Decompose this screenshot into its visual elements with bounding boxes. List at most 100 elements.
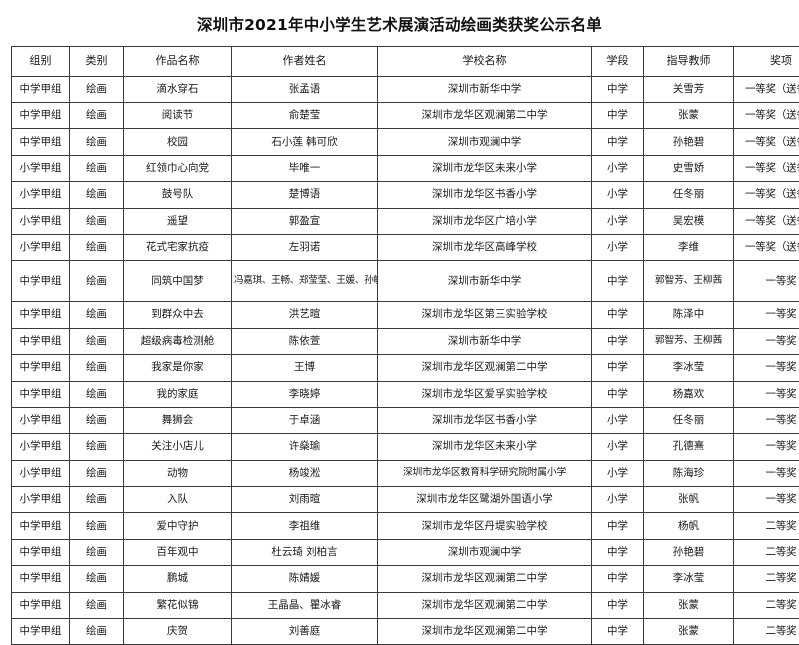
cell-group: 小学甲组 xyxy=(12,182,70,208)
cell-stage: 中学 xyxy=(592,539,644,565)
page-title: 深圳市2021年中小学生艺术展演活动绘画类获奖公示名单 xyxy=(0,0,799,46)
cell-work: 红领巾心向党 xyxy=(124,155,232,181)
cell-award: 二等奖 xyxy=(734,619,799,645)
cell-teacher: 张蒙 xyxy=(644,619,734,645)
cell-author: 洪艺暄 xyxy=(232,302,378,328)
cell-work: 入队 xyxy=(124,487,232,513)
cell-school: 深圳市新华中学 xyxy=(378,76,592,102)
cell-category: 绘画 xyxy=(70,129,124,155)
cell-group: 中学甲组 xyxy=(12,302,70,328)
cell-author: 陈婧媛 xyxy=(232,566,378,592)
cell-work: 百年观中 xyxy=(124,539,232,565)
table-row: 中学甲组绘画到群众中去洪艺暄深圳市龙华区第三实验学校中学陈泽中一等奖 xyxy=(12,302,799,328)
cell-award: 一等奖（送省） xyxy=(734,102,799,128)
cell-group: 小学甲组 xyxy=(12,407,70,433)
cell-work: 到群众中去 xyxy=(124,302,232,328)
cell-stage: 中学 xyxy=(592,619,644,645)
cell-category: 绘画 xyxy=(70,76,124,102)
cell-award: 一等奖（送省） xyxy=(734,155,799,181)
cell-author: 郭盈宣 xyxy=(232,208,378,234)
cell-stage: 小学 xyxy=(592,434,644,460)
cell-teacher: 张蒙 xyxy=(644,102,734,128)
cell-award: 一等奖（送省） xyxy=(734,182,799,208)
cell-school: 深圳市新华中学 xyxy=(378,328,592,354)
cell-school: 深圳市龙华区爱孚实验学校 xyxy=(378,381,592,407)
cell-stage: 中学 xyxy=(592,129,644,155)
cell-teacher: 杨嘉欢 xyxy=(644,381,734,407)
column-header-stage: 学段 xyxy=(592,46,644,76)
cell-category: 绘画 xyxy=(70,381,124,407)
table-header: 组别 类别 作品名称 作者姓名 学校名称 学段 指导教师 奖项 xyxy=(12,46,799,76)
cell-group: 小学甲组 xyxy=(12,234,70,260)
table-row: 小学甲组绘画入队刘雨暄深圳市龙华区鹭湖外国语小学小学张帆一等奖 xyxy=(12,487,799,513)
cell-group: 中学甲组 xyxy=(12,539,70,565)
table-row: 中学甲组绘画同筑中国梦冯嘉琪、王畅、郑莹莹、王媛、孙敏纮、刘丹宁、杨宸深圳市新华… xyxy=(12,261,799,302)
cell-teacher: 李冰莹 xyxy=(644,566,734,592)
cell-school: 深圳市观澜中学 xyxy=(378,539,592,565)
cell-teacher: 郭智芳、王柳茜 xyxy=(644,261,734,302)
cell-stage: 小学 xyxy=(592,155,644,181)
cell-work: 我的家庭 xyxy=(124,381,232,407)
cell-author: 陈依萱 xyxy=(232,328,378,354)
cell-group: 中学甲组 xyxy=(12,592,70,618)
cell-school: 深圳市龙华区广培小学 xyxy=(378,208,592,234)
cell-award: 一等奖 xyxy=(734,460,799,486)
cell-category: 绘画 xyxy=(70,460,124,486)
cell-group: 中学甲组 xyxy=(12,355,70,381)
cell-author: 许燊瑜 xyxy=(232,434,378,460)
table-header-row: 组别 类别 作品名称 作者姓名 学校名称 学段 指导教师 奖项 xyxy=(12,46,799,76)
cell-school: 深圳市龙华区观澜第二中学 xyxy=(378,355,592,381)
cell-category: 绘画 xyxy=(70,328,124,354)
cell-award: 二等奖 xyxy=(734,566,799,592)
cell-teacher: 陈泽中 xyxy=(644,302,734,328)
cell-stage: 中学 xyxy=(592,302,644,328)
cell-school: 深圳市新华中学 xyxy=(378,261,592,302)
cell-category: 绘画 xyxy=(70,261,124,302)
document-page: 深圳市2021年中小学生艺术展演活动绘画类获奖公示名单 组别 类别 作品名称 作… xyxy=(0,0,799,550)
cell-stage: 中学 xyxy=(592,592,644,618)
cell-author: 毕唯一 xyxy=(232,155,378,181)
cell-group: 中学甲组 xyxy=(12,261,70,302)
table-row: 中学甲组绘画繁花似锦王晶晶、瞿冰睿深圳市龙华区观澜第二中学中学张蒙二等奖 xyxy=(12,592,799,618)
cell-award: 一等奖 xyxy=(734,487,799,513)
table-row: 中学甲组绘画我的家庭李晓婷深圳市龙华区爱孚实验学校中学杨嘉欢一等奖 xyxy=(12,381,799,407)
cell-school: 深圳市龙华区观澜第二中学 xyxy=(378,102,592,128)
cell-category: 绘画 xyxy=(70,182,124,208)
cell-category: 绘画 xyxy=(70,302,124,328)
column-header-teacher: 指导教师 xyxy=(644,46,734,76)
cell-teacher: 张帆 xyxy=(644,487,734,513)
cell-category: 绘画 xyxy=(70,102,124,128)
cell-stage: 小学 xyxy=(592,460,644,486)
cell-teacher: 吴宏模 xyxy=(644,208,734,234)
cell-group: 中学甲组 xyxy=(12,76,70,102)
cell-category: 绘画 xyxy=(70,355,124,381)
cell-award: 一等奖（送省） xyxy=(734,129,799,155)
cell-stage: 小学 xyxy=(592,208,644,234)
cell-teacher: 任冬丽 xyxy=(644,182,734,208)
cell-author: 张孟语 xyxy=(232,76,378,102)
table-body: 中学甲组绘画滴水穿石张孟语深圳市新华中学中学关雪芳一等奖（送省）中学甲组绘画阅读… xyxy=(12,76,799,645)
cell-stage: 中学 xyxy=(592,328,644,354)
cell-school: 深圳市观澜中学 xyxy=(378,129,592,155)
cell-teacher: 郭智芳、王柳茜 xyxy=(644,328,734,354)
award-table-wrapper: 组别 类别 作品名称 作者姓名 学校名称 学段 指导教师 奖项 中学甲组绘画滴水… xyxy=(0,46,799,645)
cell-author: 石小莲 韩可欣 xyxy=(232,129,378,155)
cell-category: 绘画 xyxy=(70,208,124,234)
column-header-award: 奖项 xyxy=(734,46,799,76)
cell-work: 超级病毒检测舱 xyxy=(124,328,232,354)
cell-stage: 小学 xyxy=(592,407,644,433)
cell-school: 深圳市龙华区教育科学研究院附属小学 xyxy=(378,460,592,486)
cell-award: 一等奖（送省） xyxy=(734,234,799,260)
column-header-category: 类别 xyxy=(70,46,124,76)
cell-author: 李祖维 xyxy=(232,513,378,539)
cell-award: 一等奖（送省） xyxy=(734,76,799,102)
cell-author: 王晶晶、瞿冰睿 xyxy=(232,592,378,618)
cell-group: 小学甲组 xyxy=(12,208,70,234)
cell-teacher: 任冬丽 xyxy=(644,407,734,433)
cell-teacher: 史雪娇 xyxy=(644,155,734,181)
cell-author: 杜云琦 刘柏言 xyxy=(232,539,378,565)
